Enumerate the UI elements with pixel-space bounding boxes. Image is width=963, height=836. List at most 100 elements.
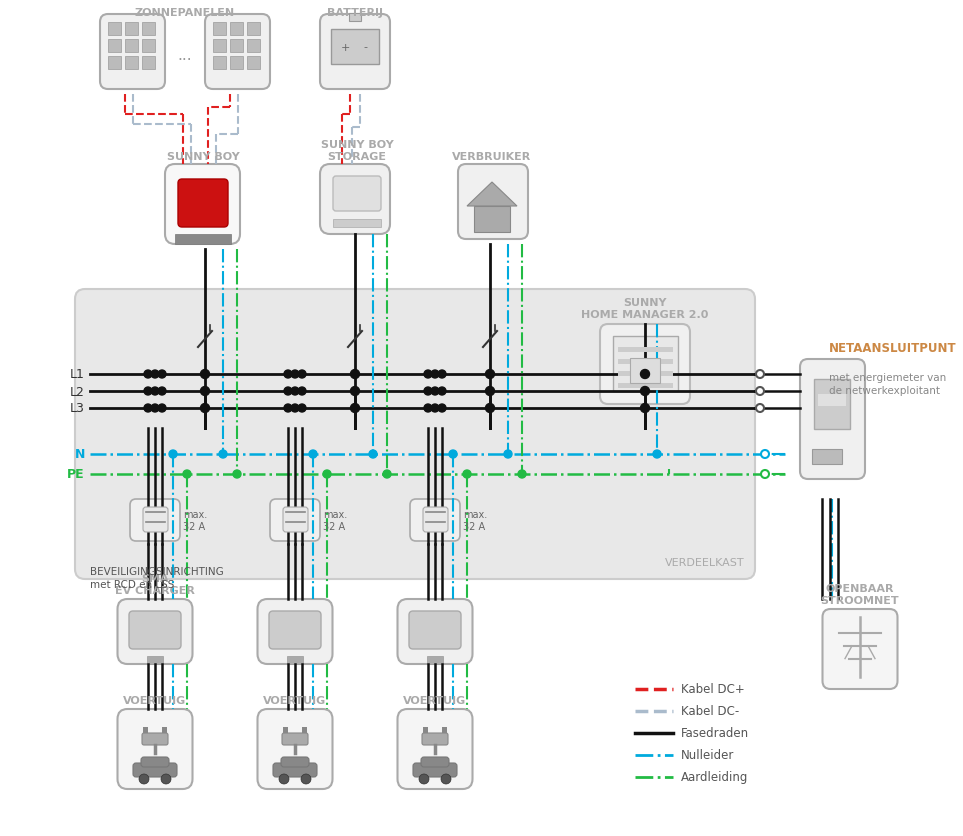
Circle shape	[139, 774, 149, 784]
FancyBboxPatch shape	[100, 15, 165, 90]
Bar	[108, 40, 121, 53]
Bar	[617, 348, 672, 353]
Text: L1: L1	[70, 368, 85, 381]
Text: BEVEILIGINGSINRICHTING
met RCD en LSS: BEVEILIGINGSINRICHTING met RCD en LSS	[90, 566, 223, 589]
FancyBboxPatch shape	[281, 757, 309, 767]
Bar	[125, 23, 138, 36]
Circle shape	[323, 471, 331, 478]
Bar	[247, 57, 260, 70]
Text: ZONNEPANELEN: ZONNEPANELEN	[135, 8, 235, 18]
Circle shape	[383, 471, 391, 478]
Text: Kabel DC+: Kabel DC+	[681, 683, 744, 696]
Bar	[442, 727, 447, 733]
Bar	[247, 40, 260, 53]
Text: Aardleiding: Aardleiding	[681, 771, 748, 783]
Circle shape	[424, 370, 432, 379]
FancyBboxPatch shape	[117, 599, 193, 665]
Circle shape	[369, 451, 377, 458]
FancyBboxPatch shape	[398, 599, 473, 665]
FancyBboxPatch shape	[423, 507, 448, 533]
Bar	[617, 359, 672, 364]
Circle shape	[291, 405, 299, 412]
Circle shape	[504, 451, 512, 458]
Text: VOERTUIG: VOERTUIG	[123, 696, 187, 705]
Text: Kabel DC-: Kabel DC-	[681, 705, 740, 717]
Bar	[143, 727, 148, 733]
Circle shape	[284, 370, 292, 379]
Bar	[814, 380, 850, 430]
Circle shape	[200, 404, 210, 413]
Text: L2: L2	[70, 385, 85, 398]
Circle shape	[756, 388, 764, 395]
FancyBboxPatch shape	[143, 507, 168, 533]
Circle shape	[441, 774, 451, 784]
Text: +: +	[340, 43, 350, 53]
Circle shape	[298, 405, 306, 412]
Circle shape	[151, 388, 159, 395]
Bar	[142, 57, 155, 70]
Text: ...: ...	[178, 48, 193, 63]
FancyBboxPatch shape	[270, 499, 320, 542]
Text: NETAANSLUITPUNT: NETAANSLUITPUNT	[829, 342, 956, 354]
FancyBboxPatch shape	[165, 165, 240, 245]
Circle shape	[158, 405, 166, 412]
FancyBboxPatch shape	[822, 609, 898, 689]
Text: SUNNY BOY: SUNNY BOY	[167, 152, 240, 162]
Circle shape	[351, 370, 359, 379]
Circle shape	[169, 451, 177, 458]
FancyBboxPatch shape	[421, 757, 449, 767]
Bar	[812, 450, 842, 465]
Text: OPENBAAR
STROOMNET: OPENBAAR STROOMNET	[820, 583, 899, 605]
Bar	[302, 727, 307, 733]
Circle shape	[756, 370, 764, 379]
Circle shape	[640, 404, 649, 413]
Circle shape	[151, 370, 159, 379]
Text: BATTERIJ: BATTERIJ	[327, 8, 383, 18]
Circle shape	[144, 388, 152, 395]
Text: Nulleider: Nulleider	[681, 748, 735, 762]
Circle shape	[756, 405, 764, 412]
Bar	[331, 30, 379, 65]
Bar	[108, 57, 121, 70]
Text: VERBRUIKER: VERBRUIKER	[453, 152, 532, 162]
Circle shape	[200, 387, 210, 396]
Circle shape	[463, 471, 471, 478]
Bar	[617, 384, 672, 389]
FancyBboxPatch shape	[458, 165, 528, 240]
Circle shape	[419, 774, 429, 784]
Circle shape	[761, 471, 769, 478]
Bar	[333, 220, 381, 227]
FancyBboxPatch shape	[269, 611, 321, 650]
Text: SUNNY
HOME MANAGER 2.0: SUNNY HOME MANAGER 2.0	[582, 298, 709, 319]
FancyBboxPatch shape	[178, 180, 228, 227]
Bar	[474, 206, 510, 232]
Circle shape	[161, 774, 171, 784]
Bar	[213, 23, 226, 36]
Circle shape	[284, 405, 292, 412]
Bar	[287, 656, 303, 665]
FancyBboxPatch shape	[409, 611, 461, 650]
Bar	[230, 57, 243, 70]
Circle shape	[298, 370, 306, 379]
Text: SMA
EV CHARGER: SMA EV CHARGER	[115, 573, 195, 595]
Text: L3: L3	[70, 402, 85, 415]
Circle shape	[158, 370, 166, 379]
Circle shape	[424, 405, 432, 412]
Circle shape	[485, 404, 494, 413]
Circle shape	[301, 774, 311, 784]
Bar	[283, 727, 288, 733]
Circle shape	[438, 405, 446, 412]
FancyBboxPatch shape	[800, 359, 865, 479]
Bar	[142, 23, 155, 36]
Text: VOERTUIG: VOERTUIG	[403, 696, 467, 705]
FancyBboxPatch shape	[133, 763, 177, 777]
Bar	[612, 337, 678, 391]
Circle shape	[233, 471, 241, 478]
Text: N: N	[74, 448, 85, 461]
Circle shape	[640, 370, 649, 379]
Bar	[213, 40, 226, 53]
FancyBboxPatch shape	[205, 15, 270, 90]
FancyBboxPatch shape	[257, 599, 332, 665]
Circle shape	[200, 370, 210, 379]
Circle shape	[485, 387, 494, 396]
